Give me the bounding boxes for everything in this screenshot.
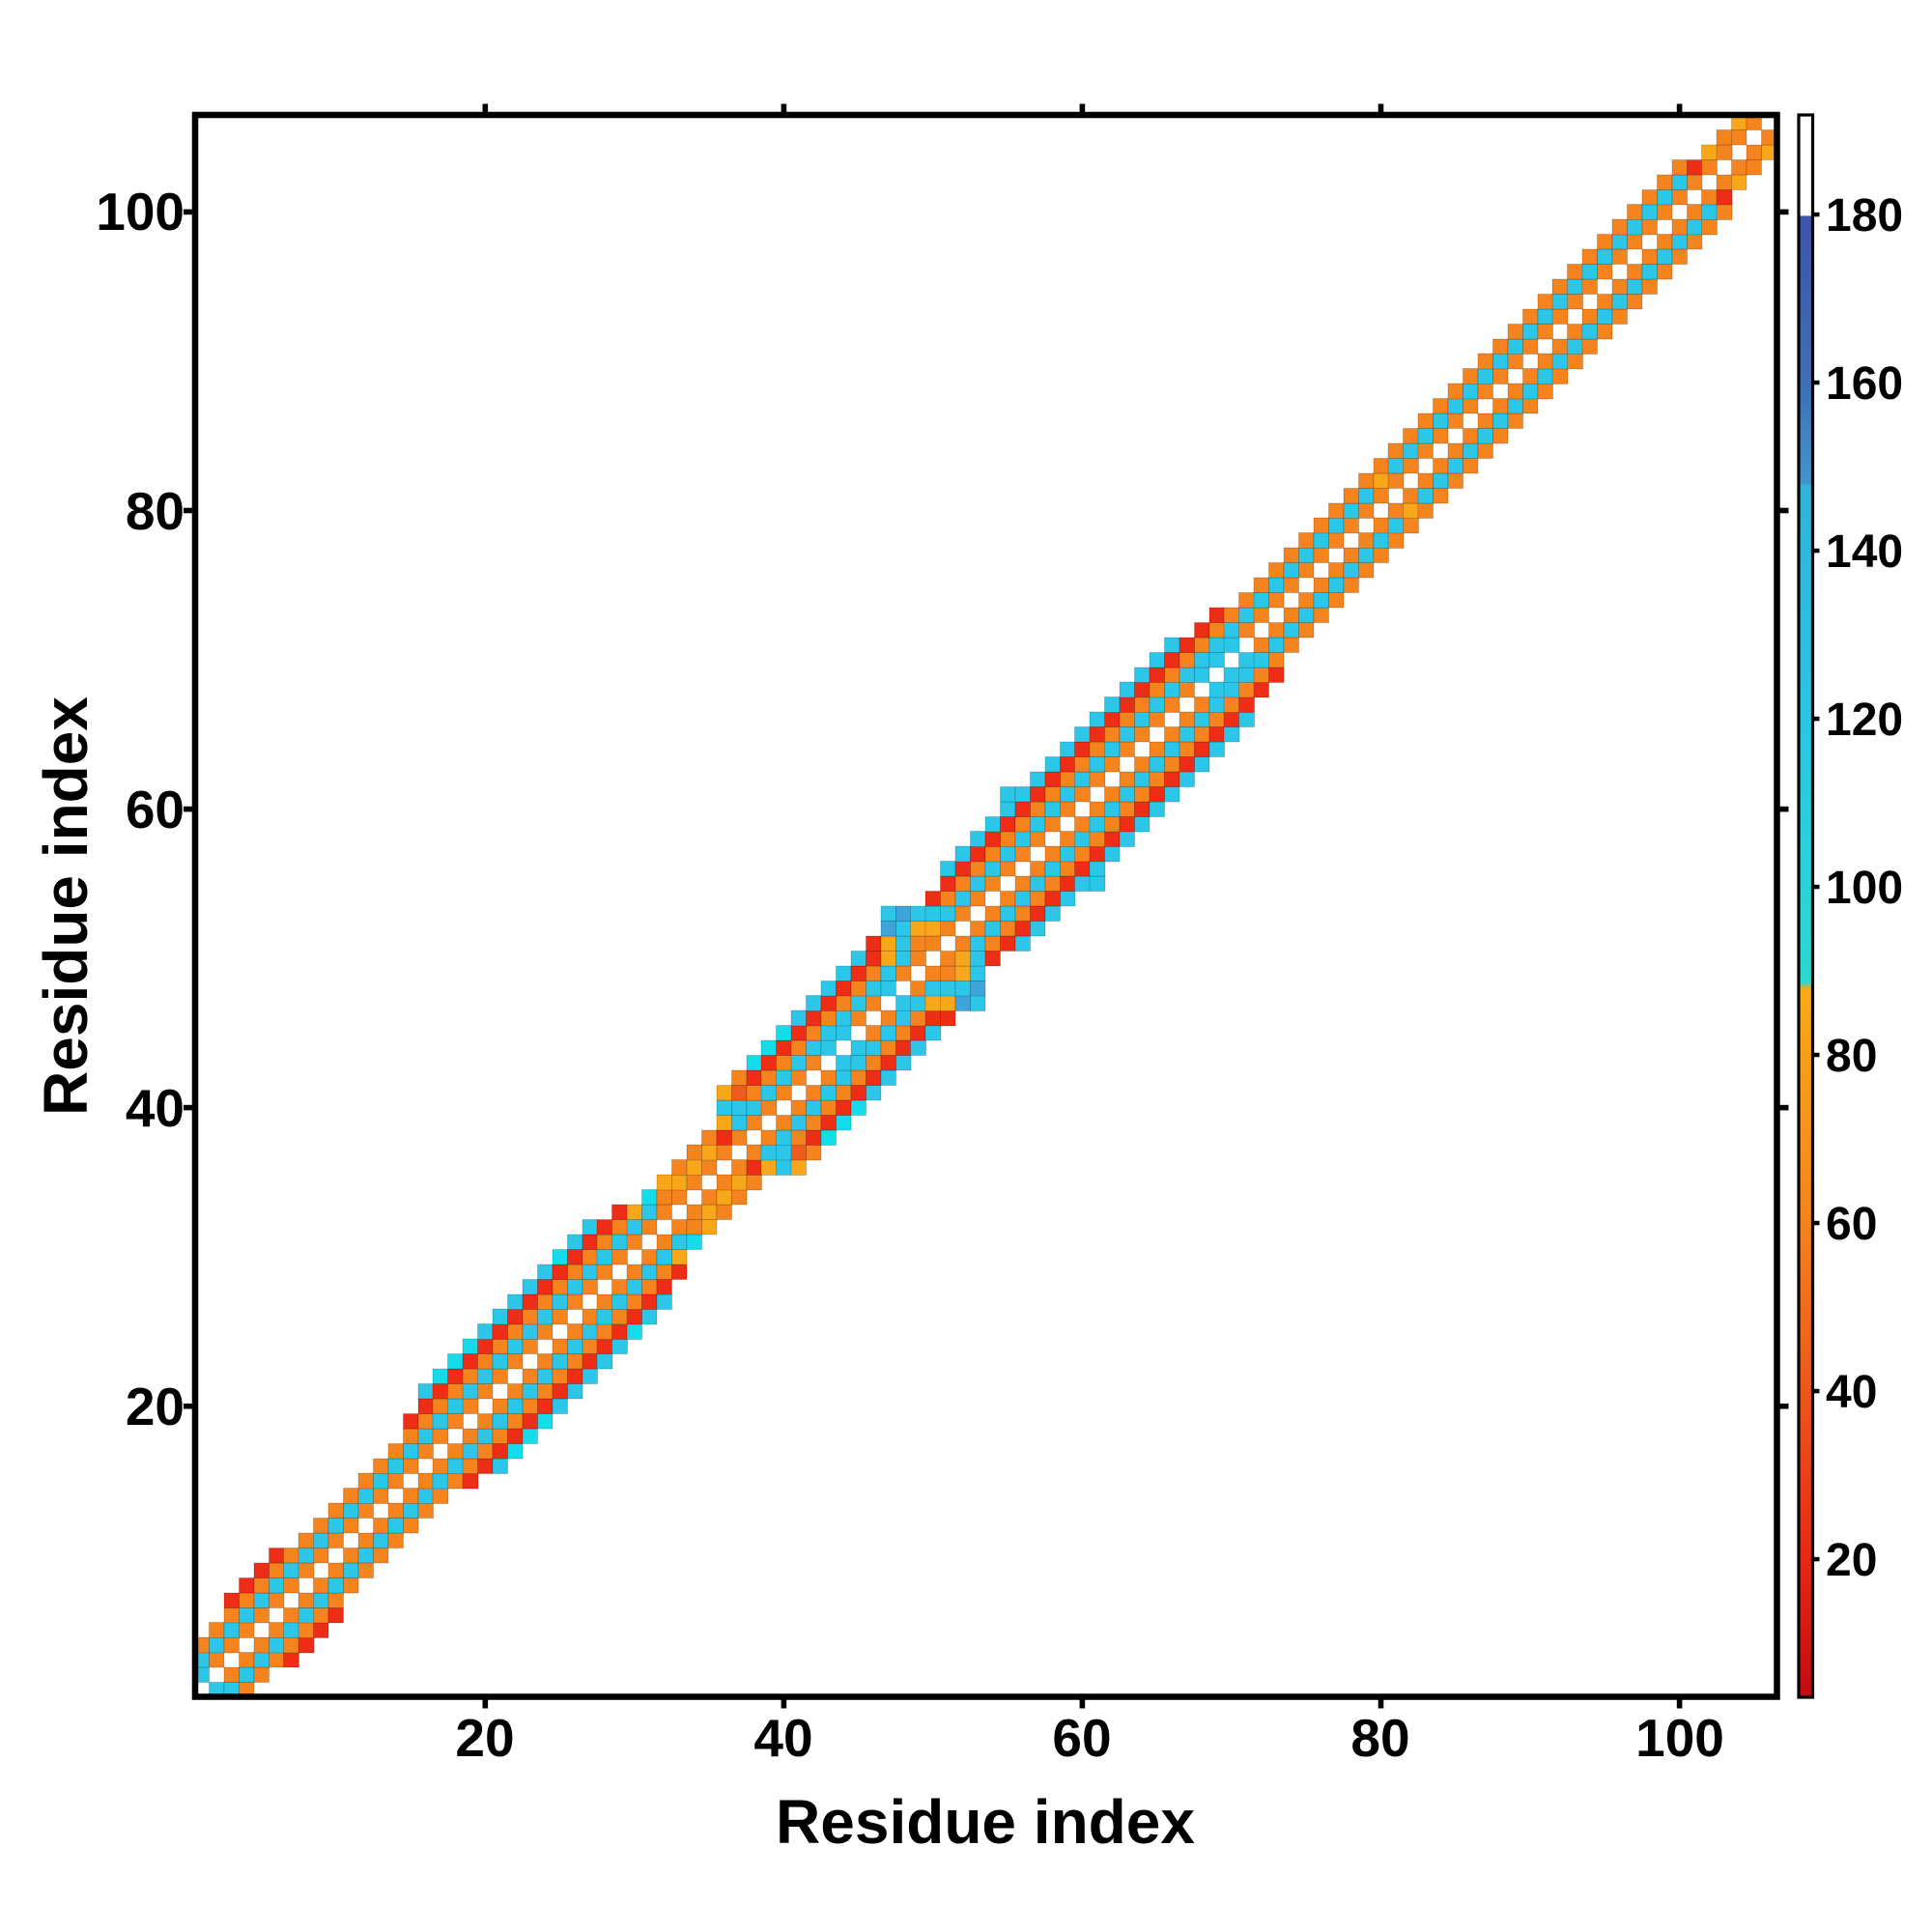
svg-text:100: 100	[1635, 1708, 1724, 1768]
svg-text:140: 140	[1826, 526, 1903, 578]
svg-text:20: 20	[1826, 1535, 1877, 1586]
svg-text:20: 20	[126, 1377, 185, 1436]
svg-text:80: 80	[126, 481, 185, 541]
svg-text:60: 60	[126, 780, 185, 839]
svg-text:20: 20	[455, 1708, 514, 1768]
svg-text:180: 180	[1826, 190, 1903, 242]
svg-text:60: 60	[1826, 1199, 1877, 1250]
svg-text:100: 100	[1826, 863, 1903, 914]
svg-text:40: 40	[753, 1708, 812, 1768]
svg-text:Residue index: Residue index	[776, 1787, 1195, 1857]
svg-text:100: 100	[96, 182, 185, 242]
svg-text:80: 80	[1826, 1031, 1877, 1082]
svg-text:40: 40	[1826, 1367, 1877, 1418]
svg-text:Residue index: Residue index	[31, 696, 100, 1116]
svg-text:80: 80	[1350, 1708, 1409, 1768]
svg-text:40: 40	[126, 1078, 185, 1138]
svg-text:60: 60	[1052, 1708, 1111, 1768]
svg-text:160: 160	[1826, 358, 1903, 410]
svg-text:120: 120	[1826, 695, 1903, 746]
